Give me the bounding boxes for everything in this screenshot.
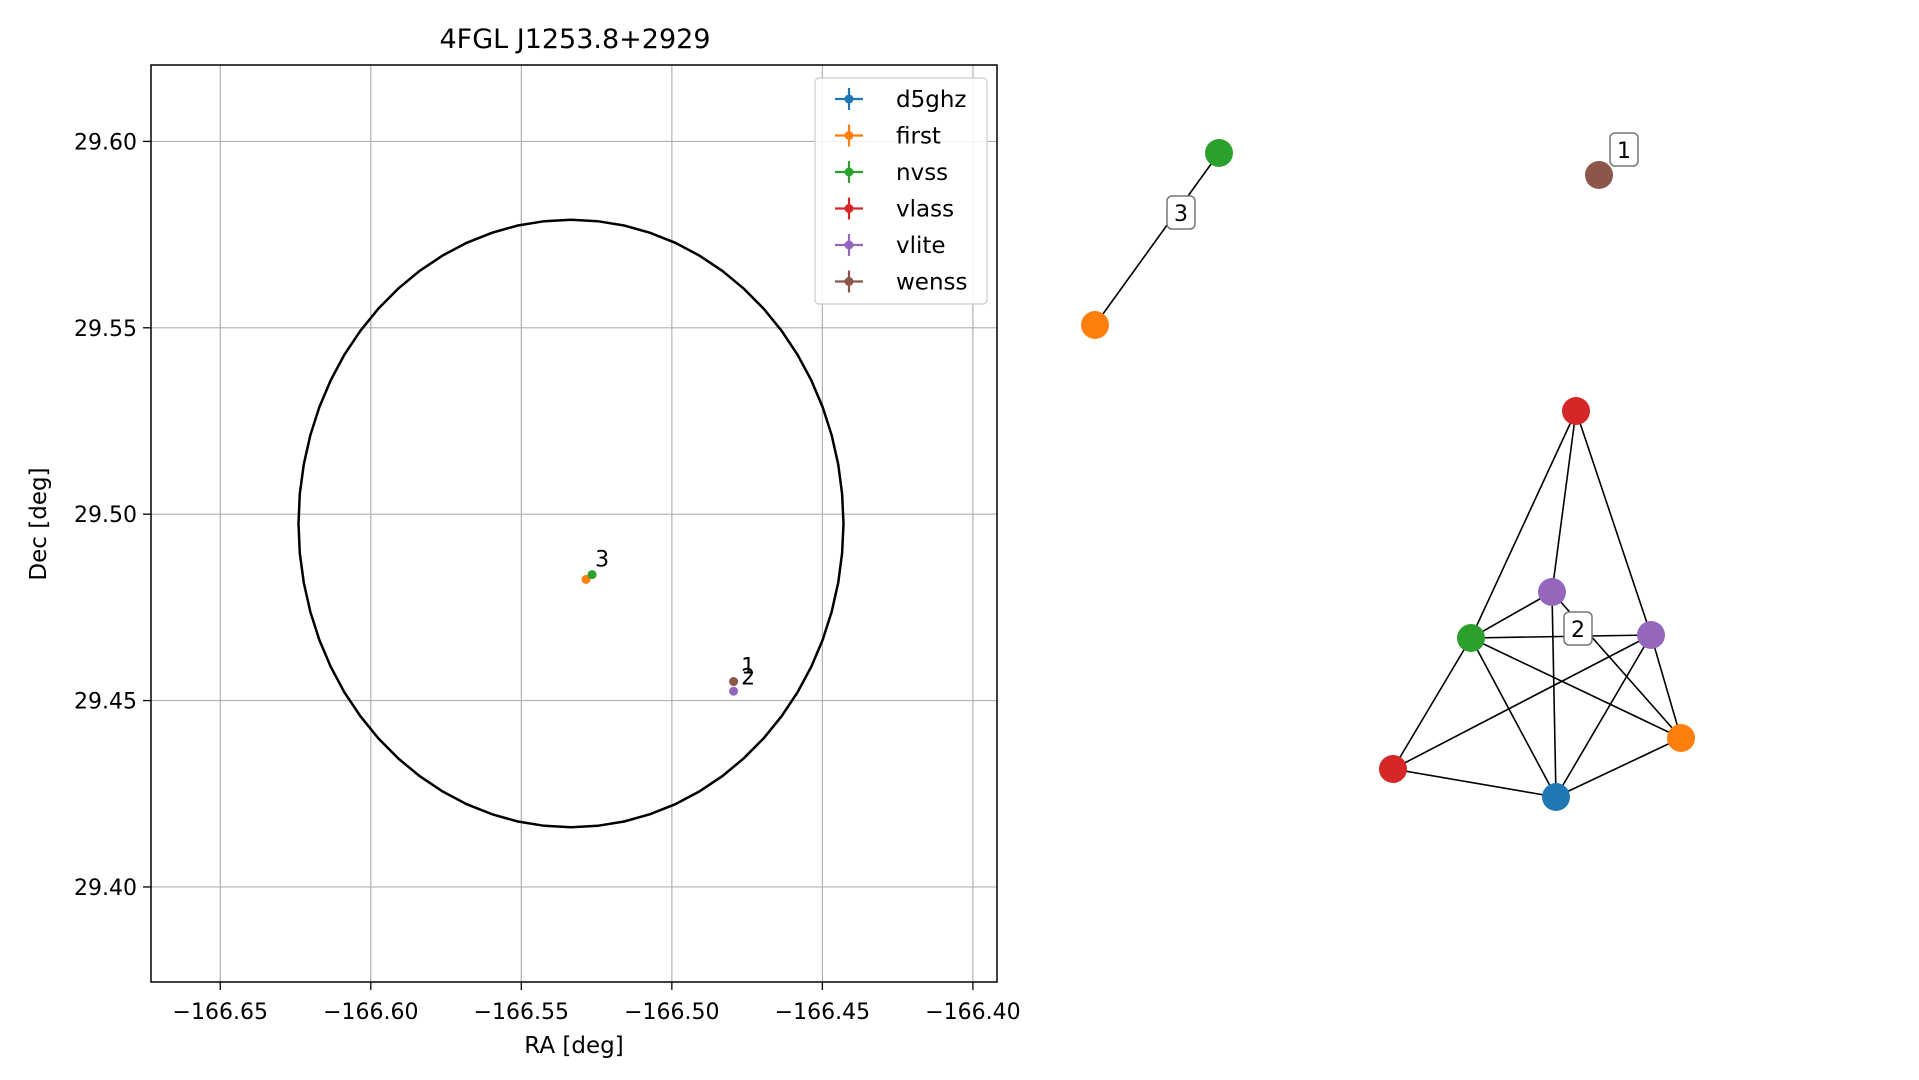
graph-edge — [1470, 637, 1557, 798]
point-annotations: 3 12 — [595, 547, 755, 690]
graph-edges — [1094, 152, 1682, 798]
graph-edge — [1470, 634, 1652, 639]
x-axis-ticks: −166.65 −166.60 −166.55 −166.50 −166.45 −166.… — [173, 982, 1021, 1025]
graph-edge — [1551, 410, 1577, 593]
graph-edge — [1094, 152, 1220, 326]
graph-edge — [1470, 591, 1553, 639]
legend-label-vlite: vlite — [896, 233, 946, 259]
x-tick-label: −166.55 — [474, 1000, 569, 1025]
legend-label-d5ghz: d5ghz — [896, 87, 966, 113]
graph-edge-label-box — [1609, 132, 1639, 167]
network-panel: 3 1 2 — [1081, 132, 1695, 811]
x-tick-label: −166.60 — [323, 1000, 418, 1025]
graph-edge-label: 3 — [1166, 195, 1196, 230]
legend-label-first: first — [896, 124, 941, 150]
x-tick-label: −166.65 — [173, 1000, 268, 1025]
graph-edge-label-text: 2 — [1571, 618, 1585, 643]
graph-edge — [1470, 410, 1577, 639]
y-tick-label: 29.55 — [74, 317, 137, 342]
graph-node-vlass — [1379, 755, 1407, 783]
graph-node-first — [1667, 724, 1695, 752]
graph-node-nvss — [1457, 624, 1485, 652]
graph-edge-label: 1 — [1609, 132, 1639, 167]
x-tick-label: −166.45 — [775, 1000, 870, 1025]
graph-edge — [1555, 737, 1682, 798]
legend-label-nvss: nvss — [896, 160, 948, 186]
graph-edge — [1555, 634, 1652, 798]
point-nvss — [587, 570, 597, 580]
graph-edge — [1392, 768, 1557, 798]
chart-title: 4FGL J1253.8+2929 — [439, 24, 710, 55]
graph-node-wenss — [1585, 161, 1613, 189]
uncertainty-ellipse — [297, 218, 845, 829]
graph-edge-label: 2 — [1563, 611, 1593, 646]
x-tick-label: −166.40 — [925, 1000, 1020, 1025]
point-vlite — [729, 686, 739, 696]
graph-edge-label-box — [1563, 611, 1593, 646]
graph-edge — [1392, 637, 1472, 770]
chart-legend: d5ghz first nvss vlass vlite wenss — [814, 77, 988, 305]
graph-node-vlite — [1637, 621, 1665, 649]
graph-edge-label-text: 1 — [1617, 139, 1631, 164]
scatter-panel: 4FGL J1253.8+2929 312 −166.65 −166.60 −166… — [26, 24, 1021, 1059]
y-tick-label: 29.45 — [74, 690, 137, 715]
legend-label-wenss: wenss — [896, 270, 968, 296]
graph-edge-labels: 3 1 2 — [1166, 132, 1639, 646]
graph-node-d5ghz — [1542, 783, 1570, 811]
legend-marker-nvss — [844, 167, 854, 177]
graph-edge-label-box — [1166, 195, 1196, 230]
graph-node-vlite — [1538, 578, 1566, 606]
legend-marker-first — [844, 131, 854, 140]
graph-edge — [1392, 634, 1652, 770]
graph-edge — [1650, 634, 1682, 739]
y-tick-label: 29.60 — [74, 130, 137, 155]
graph-node-nvss — [1205, 139, 1233, 167]
graph-node-first — [1081, 311, 1109, 339]
graph-edge — [1551, 591, 1557, 798]
point-annotation: 1 — [741, 654, 755, 679]
legend-marker-wenss — [844, 277, 854, 286]
x-tick-label: −166.50 — [624, 1000, 719, 1025]
legend-marker-vlite — [844, 240, 854, 250]
graph-nodes — [1081, 139, 1695, 811]
legend-marker-vlass — [844, 204, 854, 213]
error-ellipse — [297, 218, 845, 829]
y-axis-ticks: 29.40 29.45 29.50 29.55 29.60 — [74, 130, 151, 901]
y-tick-label: 29.40 — [74, 876, 137, 901]
graph-node-vlass — [1562, 397, 1590, 425]
point-wenss — [729, 677, 739, 687]
y-axis-label: Dec [deg] — [26, 467, 52, 580]
point-annotation: 2 — [741, 666, 755, 691]
graph-edge-label-text: 3 — [1174, 202, 1188, 227]
data-points — [581, 570, 739, 696]
point-first — [581, 574, 591, 584]
point-annotation: 3 — [595, 547, 609, 572]
y-tick-label: 29.50 — [74, 503, 137, 528]
graph-edge — [1470, 637, 1682, 739]
graph-edge — [1575, 410, 1652, 636]
legend-marker-d5ghz — [844, 94, 854, 104]
x-axis-label: RA [deg] — [524, 1033, 623, 1059]
axes-frame — [150, 64, 998, 983]
legend-label-vlass: vlass — [896, 197, 954, 223]
